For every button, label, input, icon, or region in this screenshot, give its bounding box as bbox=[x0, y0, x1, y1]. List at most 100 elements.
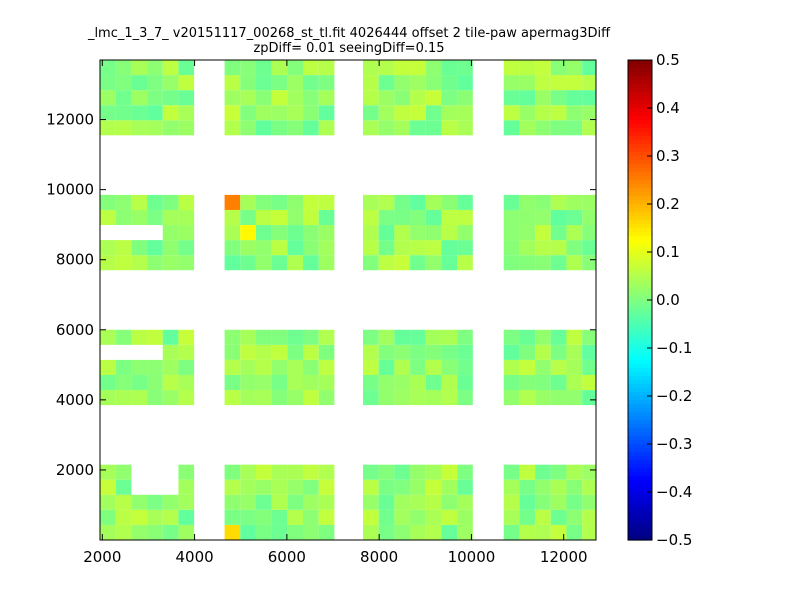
heatmap-cell bbox=[363, 240, 379, 256]
heatmap-cell bbox=[115, 60, 132, 76]
heatmap-cell bbox=[255, 90, 272, 106]
colorbar-segment bbox=[628, 232, 652, 237]
colorbar-segment bbox=[628, 376, 652, 381]
heatmap-cell bbox=[131, 194, 148, 210]
heatmap-cell bbox=[255, 329, 272, 345]
heatmap-cell bbox=[394, 524, 411, 540]
heatmap-cell bbox=[425, 494, 442, 510]
heatmap-cell bbox=[162, 209, 179, 226]
heatmap-cell bbox=[224, 209, 241, 226]
heatmap-cell bbox=[115, 509, 132, 525]
colorbar-segment bbox=[628, 408, 652, 413]
heatmap-cell bbox=[131, 524, 148, 540]
heatmap-cell bbox=[519, 120, 536, 136]
heatmap-cell bbox=[287, 479, 304, 495]
heatmap-cell bbox=[410, 194, 426, 210]
heatmap-cell bbox=[115, 479, 132, 495]
heatmap-cell bbox=[178, 75, 195, 91]
heatmap-cell bbox=[457, 344, 473, 360]
heatmap-cell bbox=[178, 524, 195, 540]
heatmap-cell bbox=[287, 359, 304, 375]
heatmap-cell bbox=[303, 494, 319, 510]
heatmap-cell bbox=[378, 225, 395, 241]
heatmap-cell bbox=[550, 329, 567, 345]
heatmap-cell bbox=[457, 509, 473, 525]
heatmap-cell bbox=[441, 90, 458, 106]
y-axis: 2000 4000 6000 8000 10000 12000 bbox=[46, 111, 596, 479]
heatmap-cell bbox=[582, 75, 596, 91]
heatmap-cell bbox=[582, 194, 596, 210]
heatmap-cell bbox=[394, 240, 411, 256]
colorbar-segment bbox=[628, 368, 652, 373]
heatmap-cell bbox=[240, 479, 256, 495]
y-tick-label: 12000 bbox=[46, 111, 94, 129]
heatmap-cell bbox=[318, 255, 335, 271]
heatmap-cell bbox=[147, 524, 163, 540]
heatmap-cell bbox=[178, 120, 195, 136]
heatmap-cell bbox=[425, 60, 442, 76]
colorbar-segment bbox=[628, 252, 652, 257]
colorbar-segment bbox=[628, 200, 652, 205]
heatmap-cell bbox=[410, 105, 426, 121]
heatmap-cell bbox=[147, 60, 163, 76]
heatmap-cell bbox=[147, 374, 163, 391]
heatmap-cell bbox=[503, 105, 520, 121]
heatmap-cell bbox=[240, 75, 256, 91]
heatmap-cell bbox=[240, 464, 256, 480]
heatmap-cell bbox=[550, 464, 567, 480]
heatmap-cell bbox=[115, 240, 132, 256]
heatmap-cell bbox=[100, 120, 116, 136]
x-axis: 2000 4000 6000 8000 10000 12000 bbox=[83, 60, 588, 566]
x-tick-label: 4000 bbox=[175, 548, 213, 566]
heatmap-cell bbox=[457, 209, 473, 226]
heatmap-cell bbox=[131, 120, 148, 136]
heatmap-cell bbox=[271, 359, 288, 375]
heatmap-cell bbox=[178, 359, 195, 375]
heatmap-cell bbox=[240, 509, 256, 525]
heatmap-cell bbox=[318, 75, 335, 91]
colorbar-tick-label: −0.4 bbox=[656, 483, 692, 501]
heatmap-cell bbox=[318, 374, 335, 391]
heatmap-cell bbox=[566, 60, 583, 76]
colorbar-segment bbox=[628, 324, 652, 329]
heatmap-cell bbox=[519, 255, 536, 271]
colorbar-segment bbox=[628, 208, 652, 213]
heatmap-cell bbox=[287, 225, 304, 241]
heatmap-cell bbox=[240, 240, 256, 256]
colorbar-segment bbox=[628, 164, 652, 169]
heatmap-cell bbox=[100, 255, 116, 271]
colorbar-segment bbox=[628, 276, 652, 281]
heatmap-cell bbox=[162, 374, 179, 391]
colorbar-segment bbox=[628, 128, 652, 133]
heatmap-cell bbox=[410, 225, 426, 241]
heatmap-cell bbox=[503, 524, 520, 540]
heatmap-cell bbox=[519, 60, 536, 76]
colorbar-segment bbox=[628, 452, 652, 457]
heatmap-cell bbox=[147, 240, 163, 256]
heatmap-cell bbox=[100, 240, 116, 256]
heatmap-cell bbox=[519, 479, 536, 495]
heatmap-cell bbox=[457, 60, 473, 76]
heatmap-cell bbox=[303, 209, 319, 226]
heatmap-cell bbox=[240, 329, 256, 345]
heatmap-cell bbox=[115, 524, 132, 540]
heatmap-cell bbox=[271, 75, 288, 91]
heatmap-cell bbox=[271, 120, 288, 136]
heatmap-cell bbox=[378, 60, 395, 76]
heatmap-cell bbox=[131, 329, 148, 345]
heatmap-cell bbox=[240, 194, 256, 210]
heatmap-cell bbox=[240, 344, 256, 360]
heatmap-cell bbox=[318, 225, 335, 241]
heatmap-cell bbox=[378, 390, 395, 406]
heatmap-cell bbox=[147, 494, 163, 510]
heatmap-cell bbox=[147, 120, 163, 136]
heatmap-cell bbox=[394, 120, 411, 136]
heatmap-cell bbox=[566, 479, 583, 495]
heatmap-cell bbox=[363, 390, 379, 406]
heatmap-cell bbox=[287, 344, 304, 360]
colorbar-segment bbox=[628, 484, 652, 489]
heatmap-cell bbox=[394, 479, 411, 495]
colorbar-segment bbox=[628, 316, 652, 321]
colorbar-axis: 0.5 0.4 0.3 0.2 0.1 0.0 −0.1 −0.2 −0.3 −0.4 −0.5 bbox=[647, 51, 692, 549]
heatmap-cell bbox=[100, 509, 116, 525]
